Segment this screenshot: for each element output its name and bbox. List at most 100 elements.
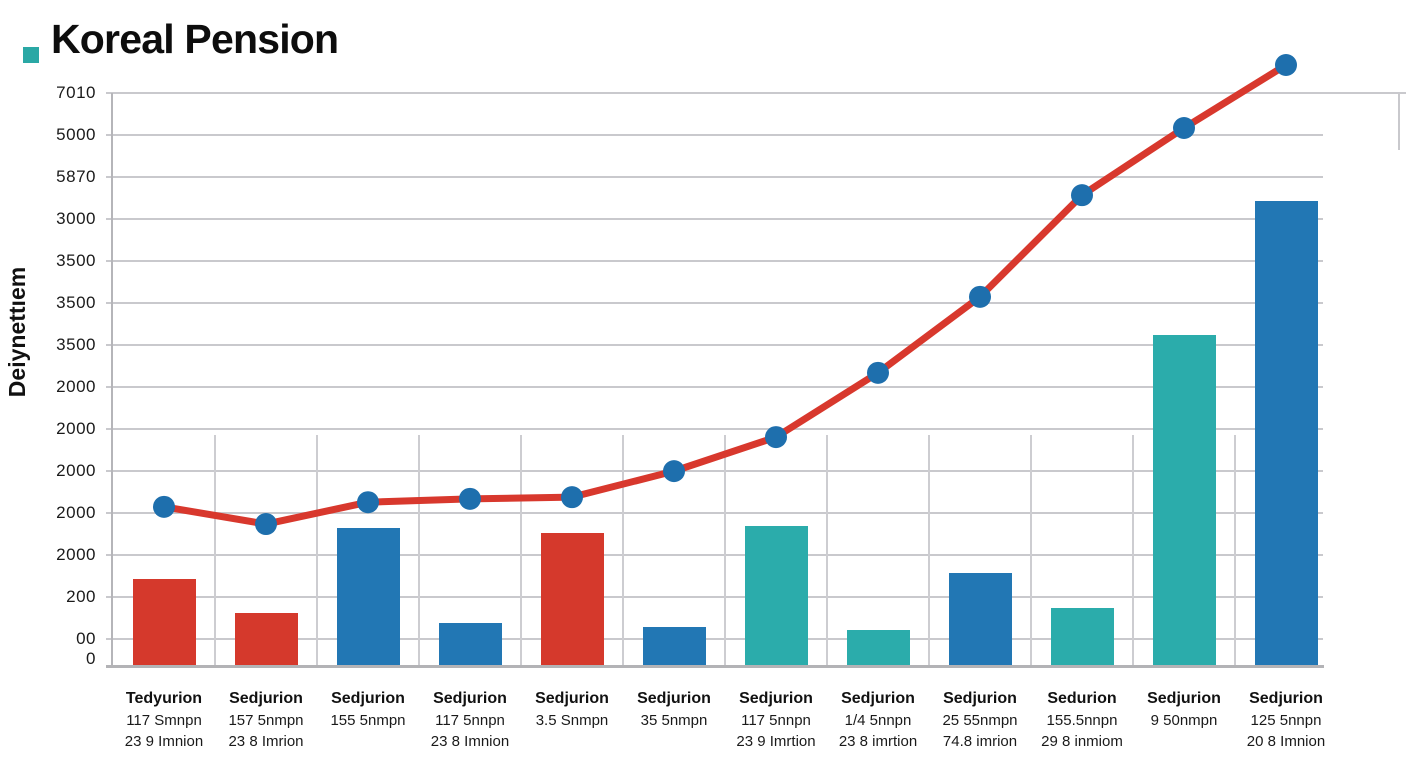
x-category-sub1: 25 55nmpn — [942, 711, 1018, 729]
gridline-horizontal — [106, 302, 1323, 304]
bar — [948, 573, 1012, 666]
line-marker-dot — [1071, 184, 1093, 207]
y-tick-label: 3500 — [56, 335, 96, 354]
x-category-name: Sedjurion — [229, 690, 303, 707]
gridline-horizontal — [106, 176, 1323, 178]
x-category-sub2: 23 9 Imrtion — [736, 733, 816, 750]
y-tick-label: 3500 — [56, 293, 96, 312]
x-category-sub2: 74.8 imrion — [942, 733, 1018, 750]
line-marker-dot — [663, 460, 685, 483]
x-category-name: Sedjurion — [1147, 690, 1221, 707]
x-category-label: Sedjurion 1/4 5nnpn 23 8 imrtion — [819, 688, 937, 753]
gridline-vertical — [1030, 435, 1032, 666]
y-axis-line — [111, 93, 113, 667]
gridline-horizontal — [106, 92, 1406, 94]
y-tick-label: 2000 — [56, 545, 96, 564]
x-category-sub2: 23 8 imrtion — [838, 733, 918, 750]
gridline-horizontal — [106, 554, 1323, 556]
bar — [846, 629, 910, 666]
y-tick-label: 0 — [86, 649, 96, 668]
y-tick-label: 200 — [66, 587, 96, 606]
bar — [744, 526, 808, 666]
x-category-label: Sedjurion 117 5nnpn 23 9 Imrtion — [717, 688, 835, 753]
x-category-sub2: 23 8 Imnion — [430, 733, 510, 750]
x-category-label: Sedjurion 25 55nmpn 74.8 imrion — [921, 688, 1039, 753]
gridline-horizontal — [106, 260, 1323, 262]
page-title: Koreal Pension — [51, 16, 339, 62]
y-tick-label: 2000 — [56, 377, 96, 396]
y-tick-label: 5870 — [56, 167, 96, 186]
gridline-vertical — [622, 435, 624, 666]
gridline-horizontal — [106, 344, 1323, 346]
x-category-sub1: 9 50nmpn — [1150, 711, 1218, 729]
x-category-sub2: 20 8 Imnion — [1246, 733, 1326, 750]
gridline-horizontal — [106, 596, 1323, 598]
x-category-name: Sedjurion — [1249, 690, 1323, 707]
gridline-vertical — [214, 435, 216, 666]
y-tick-label: 00 — [76, 629, 96, 648]
line-marker-dot — [255, 513, 277, 536]
gridline-vertical — [418, 435, 420, 666]
bar — [234, 613, 298, 666]
x-category-label: Tedyurion 117 Smnpn 23 9 Imnion — [105, 688, 223, 753]
line-marker-dot — [561, 486, 583, 509]
line-marker-dot — [459, 487, 481, 510]
x-category-sub1: 117 Smnpn — [126, 711, 202, 729]
gridline-vertical — [520, 435, 522, 666]
y-tick-label: 2000 — [56, 503, 96, 522]
y-tick-label: 3500 — [56, 251, 96, 270]
trend-line-path — [160, 61, 1290, 528]
title-bullet-icon — [23, 47, 39, 63]
x-category-sub1: 117 5nnpn — [741, 711, 811, 729]
x-category-name: Sedjurion — [331, 690, 405, 707]
gridline-horizontal — [106, 218, 1323, 220]
x-category-name: Tedyurion — [125, 690, 203, 707]
right-edge-artifact-line — [1398, 93, 1400, 150]
y-tick-label: 2000 — [56, 419, 96, 438]
x-category-name: Sedjurion — [535, 690, 609, 707]
gridline-vertical — [316, 435, 318, 666]
x-category-sub1: 35 5nmpn — [640, 711, 708, 729]
line-marker-dot — [1173, 116, 1195, 139]
x-category-sub1: 125 5nnpn — [1250, 711, 1322, 729]
x-category-sub1: 155.5nnpn — [1046, 711, 1118, 729]
bar — [336, 527, 400, 666]
line-marker-dot — [357, 491, 379, 514]
y-tick-label: 3000 — [56, 209, 96, 228]
x-category-name: Sedjurion — [943, 690, 1017, 707]
bar — [1050, 608, 1114, 666]
x-category-label: Sedjurion 125 5nnpn 20 8 Imnion — [1227, 688, 1345, 753]
gridline-horizontal — [106, 638, 1323, 640]
x-category-label: Sedjurion 117 5nnpn 23 8 Imnion — [411, 688, 529, 753]
x-category-sub1: 3.5 Snmpn — [535, 711, 609, 729]
x-category-name: Sedjurion — [841, 690, 915, 707]
x-category-label: Sedjurion 3.5 Snmpn — [513, 688, 631, 731]
line-marker-dot — [969, 285, 991, 308]
x-category-sub1: 117 5nnpn — [435, 711, 505, 729]
gridline-vertical — [826, 435, 828, 666]
gridline-horizontal — [106, 470, 1323, 472]
x-category-sub2: 23 9 Imnion — [124, 733, 204, 750]
gridline-vertical — [724, 435, 726, 666]
x-category-sub1: 157 5nmpn — [228, 711, 304, 729]
bar — [1152, 335, 1216, 666]
x-category-label: Sedjurion 35 5nmpn — [615, 688, 733, 731]
x-category-label: Sedurion 155.5nnpn 29 8 inmiom — [1023, 688, 1141, 753]
x-category-name: Sedjurion — [739, 690, 813, 707]
y-tick-label: 5000 — [56, 125, 96, 144]
bar — [642, 626, 706, 666]
bar — [132, 579, 196, 666]
gridline-vertical — [928, 435, 930, 666]
gridline-horizontal — [106, 386, 1323, 388]
line-marker-dot — [867, 361, 889, 384]
x-category-sub2: 23 8 Imrion — [228, 733, 304, 750]
y-tick-label: 7010 — [56, 83, 96, 102]
line-marker-dot — [153, 495, 175, 518]
x-axis-line — [106, 665, 1324, 668]
x-category-sub1: 1/4 5nnpn — [844, 711, 912, 729]
gridline-horizontal — [106, 512, 1323, 514]
gridline-vertical — [1234, 435, 1236, 666]
x-category-sub1: 155 5nmpn — [330, 711, 406, 729]
